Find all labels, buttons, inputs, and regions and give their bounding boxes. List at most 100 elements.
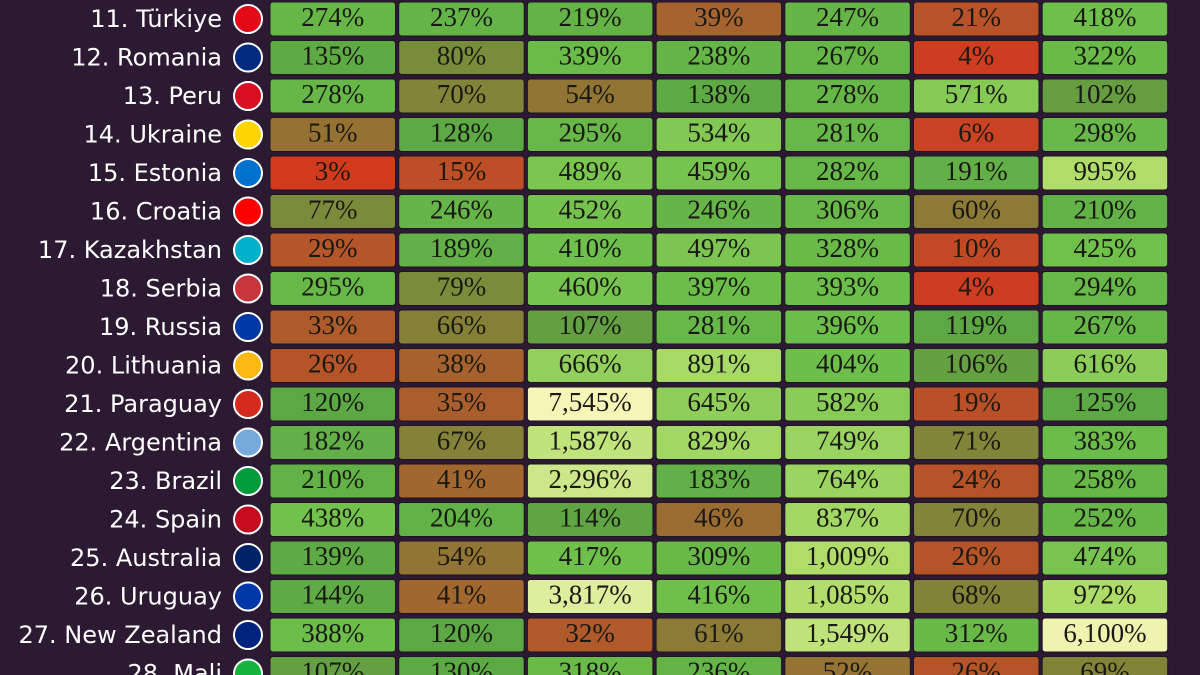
cell bbox=[398, 40, 525, 75]
cell-value: 106% bbox=[945, 349, 1008, 379]
cell bbox=[398, 348, 525, 383]
cell bbox=[784, 194, 911, 229]
cell bbox=[784, 40, 911, 75]
cell bbox=[398, 502, 525, 537]
cell-value: 339% bbox=[559, 41, 622, 71]
cell-value: 258% bbox=[1073, 464, 1136, 494]
cell-value: 107% bbox=[559, 310, 622, 340]
country-name: 20. Lithuania bbox=[65, 352, 222, 380]
cell-value: 135% bbox=[301, 41, 364, 71]
cell bbox=[655, 617, 783, 653]
cell bbox=[784, 579, 911, 614]
cell bbox=[913, 579, 1040, 614]
cell-value: 210% bbox=[1073, 195, 1136, 225]
cell-value: 416% bbox=[687, 580, 750, 610]
cell-value: 236% bbox=[687, 657, 750, 675]
cell bbox=[913, 463, 1040, 499]
cell bbox=[269, 117, 396, 152]
cell-value: 328% bbox=[816, 233, 879, 263]
cell bbox=[398, 1, 525, 37]
cell bbox=[398, 78, 525, 114]
cell-value: 252% bbox=[1073, 503, 1136, 533]
cell bbox=[398, 271, 525, 306]
flag bbox=[233, 196, 263, 227]
cell-value: 191% bbox=[945, 156, 1008, 186]
cell-value: 4% bbox=[958, 272, 994, 302]
cell bbox=[398, 386, 525, 422]
cell bbox=[784, 1, 911, 37]
country-name: 18. Serbia bbox=[100, 275, 222, 303]
cell bbox=[655, 386, 783, 422]
cell-value: 582% bbox=[816, 387, 879, 417]
cell-value: 459% bbox=[687, 156, 750, 186]
cell-value: 972% bbox=[1073, 580, 1136, 610]
cell-value: 19% bbox=[952, 387, 1002, 417]
cell bbox=[269, 463, 396, 499]
cell-value: 1,085% bbox=[806, 580, 889, 610]
cell-value: 183% bbox=[687, 464, 750, 494]
cell bbox=[913, 40, 1040, 75]
flag bbox=[233, 389, 263, 419]
cell-value: 397% bbox=[687, 272, 750, 302]
cell bbox=[655, 155, 783, 191]
cell-value: 29% bbox=[308, 233, 358, 263]
cell bbox=[398, 309, 525, 345]
cell-value: 829% bbox=[687, 426, 750, 456]
cell bbox=[269, 502, 396, 537]
cell-value: 295% bbox=[301, 272, 364, 302]
cell bbox=[269, 617, 396, 653]
flag bbox=[233, 658, 263, 675]
cell-value: 267% bbox=[1073, 310, 1136, 340]
cell-value: 219% bbox=[559, 2, 622, 32]
cell-value: 3% bbox=[315, 156, 351, 186]
cell-value: 61% bbox=[694, 618, 744, 648]
cell bbox=[526, 425, 654, 460]
flag bbox=[233, 350, 263, 381]
cell-value: 54% bbox=[565, 79, 615, 109]
cell-value: 120% bbox=[430, 618, 493, 648]
cell bbox=[398, 540, 525, 576]
cell bbox=[526, 348, 654, 383]
cell-value: 489% bbox=[559, 156, 622, 186]
cell bbox=[1041, 271, 1169, 306]
cell-value: 383% bbox=[1073, 426, 1136, 456]
cell bbox=[526, 540, 654, 576]
cell bbox=[655, 40, 783, 75]
cell bbox=[655, 194, 783, 229]
cell bbox=[526, 579, 654, 614]
flag bbox=[233, 581, 263, 612]
cell-value: 322% bbox=[1073, 41, 1136, 71]
cell-value: 246% bbox=[687, 195, 750, 225]
cell bbox=[526, 78, 654, 114]
flag bbox=[233, 466, 263, 496]
cell bbox=[784, 540, 911, 576]
cell bbox=[526, 155, 654, 191]
flag bbox=[233, 620, 263, 650]
cell bbox=[526, 40, 654, 75]
cell-value: 70% bbox=[952, 503, 1002, 533]
cell bbox=[784, 617, 911, 653]
country-name: 12. Romania bbox=[71, 44, 222, 72]
cell-value: 571% bbox=[945, 79, 1008, 109]
cell bbox=[784, 386, 911, 422]
cell bbox=[784, 155, 911, 191]
cell-value: 278% bbox=[301, 79, 364, 109]
cell-value: 35% bbox=[437, 387, 487, 417]
cell bbox=[1041, 617, 1169, 653]
cell bbox=[784, 425, 911, 460]
cell-value: 749% bbox=[816, 426, 879, 456]
cell-value: 15% bbox=[437, 156, 487, 186]
cell bbox=[784, 117, 911, 152]
cell-value: 995% bbox=[1073, 156, 1136, 186]
cell-value: 26% bbox=[308, 349, 358, 379]
cell bbox=[398, 617, 525, 653]
cell bbox=[913, 502, 1040, 537]
cell-value: 281% bbox=[687, 310, 750, 340]
cell-value: 114% bbox=[559, 503, 621, 533]
country-name: 22. Argentina bbox=[59, 429, 222, 457]
cell bbox=[1041, 463, 1169, 499]
cell-value: 616% bbox=[1073, 349, 1136, 379]
cell bbox=[526, 1, 654, 37]
cell bbox=[526, 656, 654, 675]
